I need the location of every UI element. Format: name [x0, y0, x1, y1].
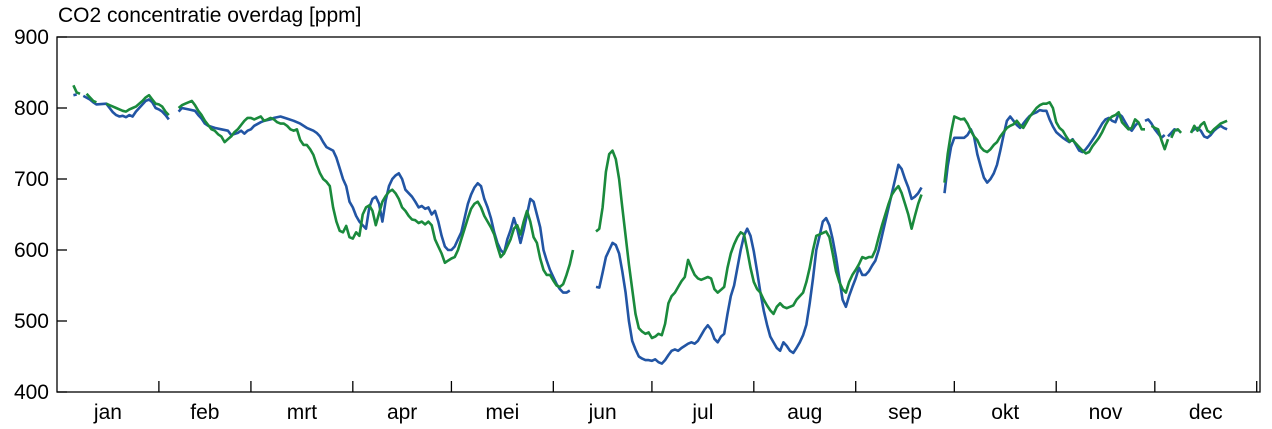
series-2-line: [105, 93, 170, 116]
series-2-line: [1189, 119, 1228, 135]
chart-title: CO2 concentratie overdag [ppm]: [58, 4, 362, 27]
y-tick-label: 900: [14, 26, 49, 49]
x-tick-label-mrt: mrt: [287, 401, 317, 424]
series-2-line: [177, 99, 575, 289]
y-tick-label: 800: [14, 97, 49, 120]
series-1-line: [82, 94, 170, 121]
x-tick-label-jul: jul: [691, 401, 713, 424]
series-2-line: [943, 101, 1145, 183]
y-tick-label: 500: [14, 310, 49, 333]
series-1-line: [943, 108, 1140, 194]
x-tick-label-apr: apr: [387, 401, 417, 424]
y-axis: 400 500 600 700 800 900: [14, 26, 67, 404]
series-2-line: [595, 149, 923, 340]
series-1-line: [73, 93, 77, 97]
series-2-line: [1170, 128, 1183, 139]
series-1-line: [177, 106, 571, 294]
series-2: [72, 84, 1228, 340]
series-1-line: [595, 163, 923, 365]
series-2-line: [85, 92, 97, 104]
y-tick-label: 700: [14, 168, 49, 191]
x-tick-label-sep: sep: [888, 401, 922, 424]
x-tick-label-jan: jan: [93, 401, 122, 424]
x-tick-label-okt: okt: [991, 401, 1019, 424]
x-tick-label-aug: aug: [787, 401, 822, 424]
y-tick-label: 600: [14, 239, 49, 262]
x-tick-label-dec: dec: [1189, 401, 1223, 424]
x-tick-label-nov: nov: [1089, 401, 1123, 424]
x-tick-label-jun: jun: [588, 401, 617, 424]
y-tick-label: 400: [14, 381, 49, 404]
x-tick-label-mei: mei: [485, 401, 519, 424]
x-axis: jan feb mrt apr mei jun jul aug sep okt nov dec: [93, 381, 1258, 424]
series-1: [73, 93, 1228, 365]
series-2-line: [72, 84, 81, 95]
plot-frame: [56, 36, 1261, 393]
series-2-line: [1150, 124, 1170, 151]
series-layer: [72, 84, 1228, 365]
x-tick-label-feb: feb: [190, 401, 219, 424]
